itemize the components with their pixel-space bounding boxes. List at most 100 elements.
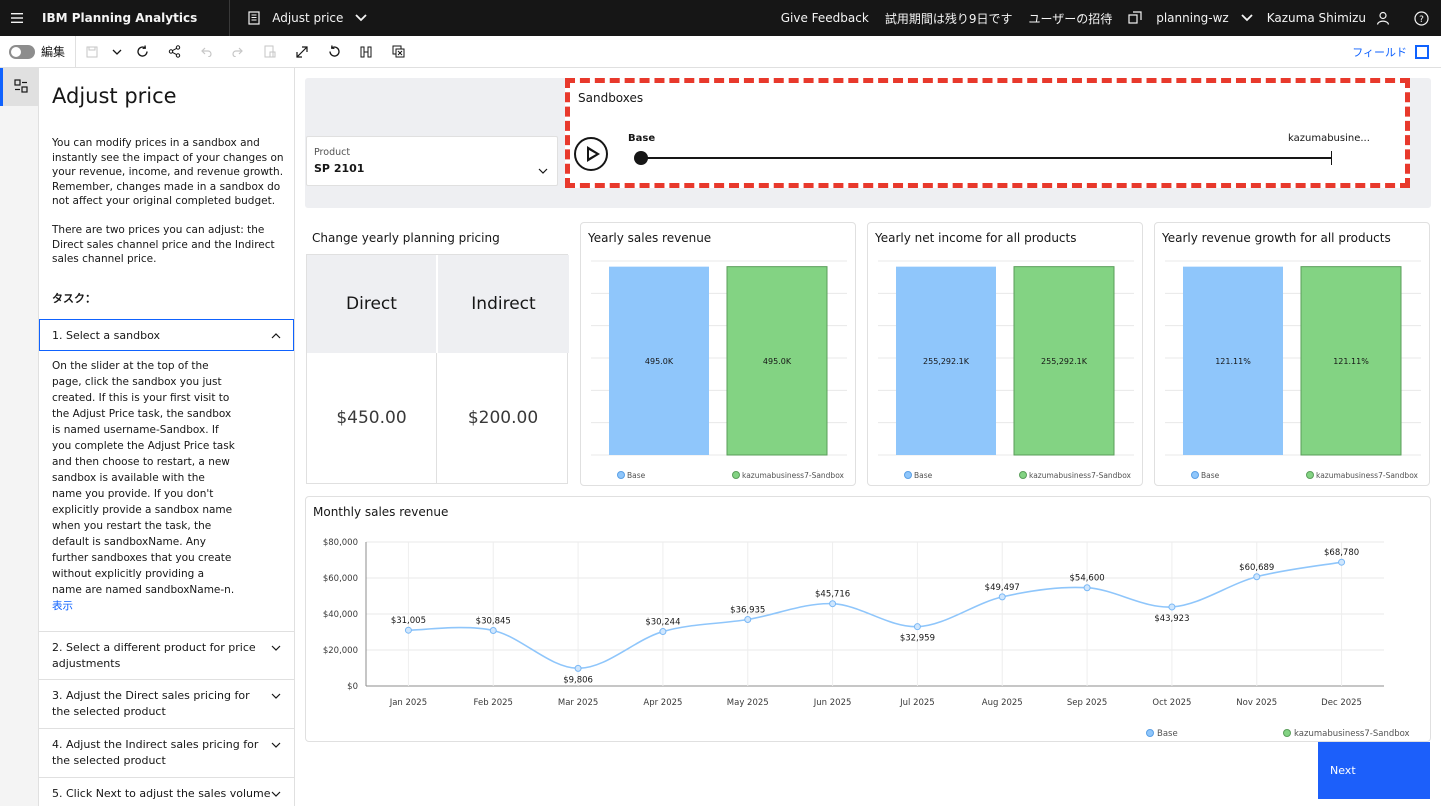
- edit-toggle[interactable]: [9, 44, 35, 59]
- legend-swatch-sandbox: [1019, 471, 1027, 479]
- indirect-price-cell[interactable]: $200.00: [467, 408, 539, 428]
- task-2-accordion[interactable]: 2. Select a different product for price …: [39, 631, 294, 679]
- legend-swatch-sandbox: [1283, 729, 1291, 737]
- help-icon[interactable]: ?: [1414, 10, 1429, 26]
- bar: [1183, 266, 1283, 455]
- task-4-accordion[interactable]: 4. Adjust the Indirect sales pricing for…: [39, 728, 294, 776]
- give-feedback-link[interactable]: Give Feedback: [780, 11, 869, 25]
- tasks-rail-button[interactable]: [0, 68, 39, 106]
- tenant-name[interactable]: planning-wz: [1156, 11, 1229, 25]
- task-panel: Adjust price You can modify prices in a …: [39, 68, 295, 806]
- direct-header: Direct: [307, 255, 438, 353]
- legend-label-sandbox: kazumabusiness7-Sandbox: [742, 471, 845, 480]
- bar-value-label: 255,292.1K: [923, 357, 970, 366]
- svg-text:?: ?: [1419, 15, 1424, 25]
- toolbar-divider: [75, 35, 77, 68]
- base-sandbox-label[interactable]: Base: [628, 133, 656, 144]
- data-point: [404, 626, 412, 634]
- tasks-heading: タスク：: [52, 292, 96, 305]
- field-icon: [1415, 44, 1429, 59]
- net-income-chart: 255,292.1K 255,292.1K Base kazumabusiness7-…: [878, 260, 1134, 480]
- user-icon[interactable]: [1376, 11, 1390, 25]
- y-tick-label: $80,000: [323, 538, 358, 548]
- data-label: $43,923: [1154, 614, 1189, 624]
- reset-icon[interactable]: [318, 36, 350, 68]
- share-icon[interactable]: [158, 36, 190, 68]
- switch-icon[interactable]: [1128, 11, 1142, 25]
- data-label: $9,806: [563, 675, 593, 685]
- expand-icon[interactable]: [286, 36, 318, 68]
- task-1-accordion[interactable]: 1. Select a sandbox: [39, 319, 294, 351]
- document-icon[interactable]: [254, 36, 286, 68]
- legend-swatch-sandbox: [732, 471, 740, 479]
- task-5-accordion[interactable]: 5. Click Next to adjust the sales volume: [39, 777, 294, 806]
- x-tick-label: Feb 2025: [474, 698, 513, 708]
- user-name[interactable]: Kazuma Shimizu: [1266, 11, 1366, 25]
- tasks-icon: [14, 78, 28, 97]
- field-label: フィールド: [1352, 45, 1407, 59]
- bar: [896, 266, 996, 455]
- top-header: IBM Planning Analytics Adjust price Give…: [0, 0, 1441, 36]
- task-3-accordion[interactable]: 3. Adjust the Direct sales pricing for t…: [39, 679, 294, 727]
- data-label: $54,600: [1070, 574, 1105, 584]
- sandbox-slider: Sandboxes Base kazumabusine...: [565, 78, 1410, 188]
- legend-label-base: Base: [914, 471, 933, 480]
- x-tick-label: Aug 2025: [982, 698, 1023, 708]
- monthly-sales-card: Monthly sales revenue $0 $20,000 $40,000 $6…: [305, 496, 1431, 742]
- indirect-header: Indirect: [438, 255, 569, 353]
- next-button[interactable]: Next: [1318, 742, 1430, 799]
- data-point: [489, 626, 497, 634]
- legend-label-base: Base: [1157, 729, 1178, 739]
- x-tick-label: Sep 2025: [1067, 698, 1107, 708]
- panel-intro-2: There are two prices you can adjust: the…: [52, 224, 275, 265]
- legend-swatch-base: [904, 471, 912, 479]
- direct-price-cell[interactable]: $450.00: [307, 353, 437, 483]
- product-dropdown[interactable]: Product SP 2101: [306, 136, 558, 186]
- slider-track[interactable]: [640, 157, 1332, 159]
- y-tick-label: $60,000: [323, 574, 358, 584]
- delete-view-icon[interactable]: [382, 36, 414, 68]
- x-tick-label: Jul 2025: [899, 698, 935, 708]
- invite-users-link[interactable]: ユーザーの招待: [1028, 11, 1113, 26]
- data-label: $45,716: [815, 590, 850, 600]
- panel-title: Adjust price: [52, 84, 177, 108]
- bar: [1300, 266, 1402, 456]
- y-tick-label: $40,000: [323, 610, 358, 620]
- legend-swatch-sandbox: [1306, 471, 1314, 479]
- book-icon: [248, 11, 262, 25]
- redo-icon[interactable]: [222, 36, 254, 68]
- refresh-icon[interactable]: [126, 36, 158, 68]
- show-more-link[interactable]: 表示: [52, 600, 73, 612]
- field-panel-toggle[interactable]: フィールド: [1352, 44, 1429, 60]
- net-income-card: Yearly net income for all products 255,2…: [867, 222, 1143, 486]
- save-icon[interactable]: [76, 36, 108, 68]
- bar-value-label: 495.0K: [645, 357, 674, 366]
- pricing-widget: Change yearly planning pricing Direct In…: [306, 224, 569, 484]
- trial-notice: 試用期間は残り9日です: [884, 11, 1013, 26]
- menu-icon[interactable]: [0, 0, 34, 36]
- task-1-text: On the slider at the top of the page, cl…: [52, 360, 235, 596]
- columns-icon[interactable]: [350, 36, 382, 68]
- play-icon[interactable]: [574, 137, 608, 171]
- x-tick-label: Jan 2025: [389, 698, 427, 708]
- user-sandbox-label[interactable]: kazumabusine...: [1288, 133, 1370, 144]
- slider-handle[interactable]: [634, 151, 648, 165]
- x-tick-label: Nov 2025: [1236, 698, 1277, 708]
- task-2-label: 2. Select a different product for price …: [52, 641, 256, 670]
- undo-icon[interactable]: [190, 36, 222, 68]
- monthly-sales-chart: $0 $20,000 $40,000 $60,000 $80,000 Jan 2025 Fe…: [323, 538, 1410, 739]
- product-label: Product: [314, 147, 351, 158]
- data-point: [913, 623, 921, 631]
- header-divider: [229, 0, 231, 36]
- tenant-chevron-icon[interactable]: [1241, 14, 1253, 22]
- slider-end-tick[interactable]: [1331, 151, 1332, 165]
- bar: [726, 266, 828, 456]
- x-tick-label: Oct 2025: [1152, 698, 1191, 708]
- task-1-body: On the slider at the top of the page, cl…: [52, 358, 237, 614]
- save-options-chevron-icon[interactable]: [108, 36, 126, 68]
- x-tick-label: Apr 2025: [643, 698, 682, 708]
- bar: [609, 266, 709, 455]
- chevron-down-icon: [271, 737, 281, 753]
- chevron-down-icon[interactable]: [355, 14, 368, 22]
- brand-name[interactable]: IBM Planning Analytics: [42, 11, 198, 25]
